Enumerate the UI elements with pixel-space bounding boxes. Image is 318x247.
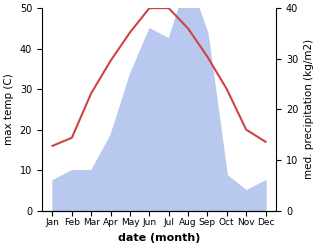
Y-axis label: med. precipitation (kg/m2): med. precipitation (kg/m2) xyxy=(304,39,314,180)
Y-axis label: max temp (C): max temp (C) xyxy=(4,74,14,145)
X-axis label: date (month): date (month) xyxy=(118,233,200,243)
